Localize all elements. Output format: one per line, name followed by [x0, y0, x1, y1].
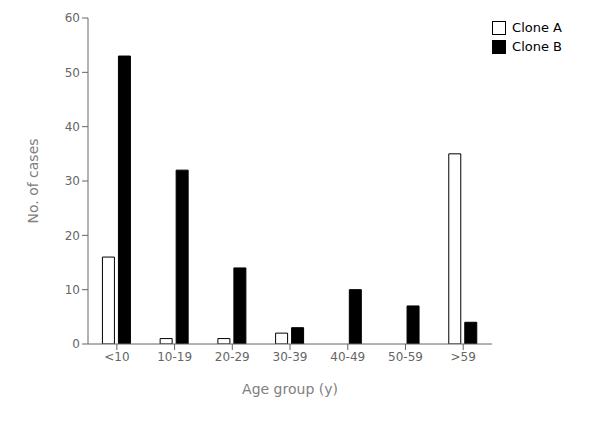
- svg-text:30: 30: [65, 174, 80, 188]
- svg-text:10: 10: [65, 283, 80, 297]
- svg-text:No. of cases: No. of cases: [25, 138, 41, 223]
- svg-text:>59: >59: [451, 350, 476, 364]
- svg-text:10-19: 10-19: [157, 350, 192, 364]
- svg-text:40-49: 40-49: [330, 350, 365, 364]
- svg-text:60: 60: [65, 11, 80, 25]
- svg-text:20-29: 20-29: [215, 350, 250, 364]
- svg-text:30-39: 30-39: [273, 350, 308, 364]
- svg-text:20: 20: [65, 229, 80, 243]
- svg-text:50: 50: [65, 66, 80, 80]
- svg-text:Age group (y): Age group (y): [242, 381, 338, 397]
- svg-text:50-59: 50-59: [388, 350, 423, 364]
- svg-text:40: 40: [65, 120, 80, 134]
- svg-text:<10: <10: [104, 350, 129, 364]
- html-text:Clone A: Clone A: [512, 20, 562, 35]
- svg-text:0: 0: [72, 337, 80, 351]
- html-text:Clone B: Clone B: [512, 39, 562, 54]
